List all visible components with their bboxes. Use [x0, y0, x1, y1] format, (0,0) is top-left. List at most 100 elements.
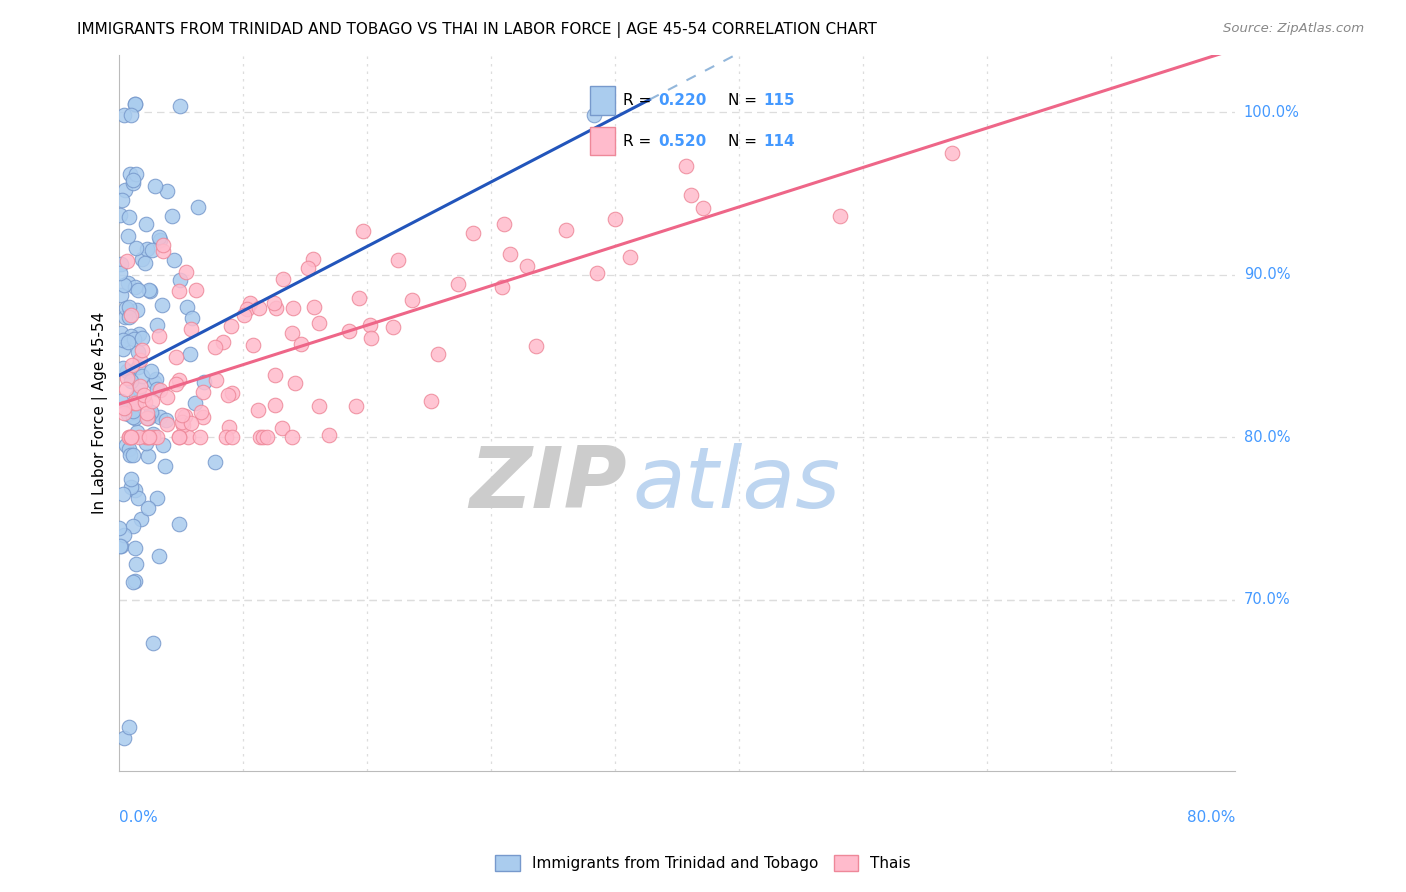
Text: 90.0%: 90.0%	[1244, 268, 1291, 282]
Point	[264, 397, 287, 411]
Point	[131, 252, 153, 267]
Point	[117, 430, 139, 444]
Point	[129, 353, 152, 368]
Point	[135, 217, 157, 231]
Point	[152, 244, 174, 258]
Point	[170, 416, 193, 430]
Point	[284, 376, 307, 390]
Point	[148, 384, 170, 398]
Point	[516, 259, 538, 273]
Point	[112, 401, 135, 415]
Point	[143, 179, 166, 194]
Point	[135, 436, 157, 450]
Point	[124, 97, 146, 112]
Point	[141, 364, 163, 378]
Point	[110, 539, 132, 553]
Point	[153, 458, 176, 473]
Point	[145, 372, 167, 386]
Point	[256, 430, 278, 444]
Point	[156, 184, 179, 198]
Point	[134, 256, 156, 270]
Point	[221, 385, 243, 400]
Point	[124, 167, 146, 181]
Point	[117, 335, 139, 350]
Point	[152, 438, 174, 452]
Point	[242, 337, 264, 351]
Point	[136, 449, 159, 463]
Point	[941, 145, 963, 160]
Point	[247, 301, 270, 315]
Point	[177, 430, 200, 444]
Point	[112, 360, 135, 375]
Point	[233, 308, 256, 322]
Text: IMMIGRANTS FROM TRINIDAD AND TOBAGO VS THAI IN LABOR FORCE | AGE 45-54 CORRELATI: IMMIGRANTS FROM TRINIDAD AND TOBAGO VS T…	[77, 22, 877, 38]
Point	[128, 326, 150, 341]
Point	[318, 428, 340, 442]
Text: Source: ZipAtlas.com: Source: ZipAtlas.com	[1223, 22, 1364, 36]
Point	[112, 278, 135, 293]
Point	[172, 417, 194, 432]
Point	[219, 319, 242, 334]
Point	[146, 382, 169, 396]
Point	[160, 210, 183, 224]
Point	[586, 266, 609, 280]
Text: 80.0%: 80.0%	[1187, 810, 1236, 825]
Point	[387, 253, 409, 268]
Point	[264, 368, 287, 382]
Point	[603, 211, 626, 226]
Point	[169, 99, 191, 113]
Point	[131, 369, 153, 384]
Point	[115, 371, 138, 385]
Point	[156, 391, 179, 405]
Point	[122, 176, 145, 190]
Point	[112, 731, 135, 746]
Point	[141, 408, 163, 422]
Point	[114, 382, 136, 396]
Point	[110, 540, 132, 554]
Point	[281, 326, 304, 340]
Point	[150, 298, 173, 312]
Point	[120, 168, 142, 182]
Point	[149, 233, 172, 247]
Point	[193, 375, 215, 389]
Point	[491, 280, 513, 294]
Point	[114, 310, 136, 325]
Point	[281, 430, 304, 444]
Point	[141, 393, 163, 408]
Point	[125, 302, 148, 317]
Point	[148, 329, 170, 343]
Point	[118, 442, 141, 456]
Point	[120, 430, 142, 444]
Point	[117, 364, 139, 378]
Point	[492, 217, 515, 231]
Point	[118, 211, 141, 225]
Point	[120, 108, 142, 122]
Point	[181, 310, 204, 325]
Point	[263, 296, 285, 310]
Point	[180, 417, 202, 431]
Point	[129, 512, 152, 526]
Point	[121, 398, 143, 412]
Point	[167, 516, 190, 531]
Point	[120, 472, 142, 486]
Point	[205, 373, 228, 387]
Point	[176, 300, 198, 314]
Point	[191, 384, 214, 399]
Text: 100.0%: 100.0%	[1244, 104, 1299, 120]
Point	[122, 410, 145, 425]
Point	[152, 238, 174, 252]
Point	[124, 411, 146, 425]
Point	[128, 430, 150, 444]
Point	[420, 393, 443, 408]
Point	[145, 430, 167, 444]
Point	[146, 318, 169, 333]
Point	[681, 187, 703, 202]
Legend: Immigrants from Trinidad and Tobago, Thais: Immigrants from Trinidad and Tobago, Tha…	[489, 849, 917, 877]
Point	[190, 430, 212, 444]
Point	[120, 430, 142, 444]
Point	[167, 373, 190, 387]
Text: 0.0%: 0.0%	[120, 810, 159, 825]
Point	[120, 374, 142, 388]
Point	[554, 223, 576, 237]
Point	[148, 229, 170, 244]
